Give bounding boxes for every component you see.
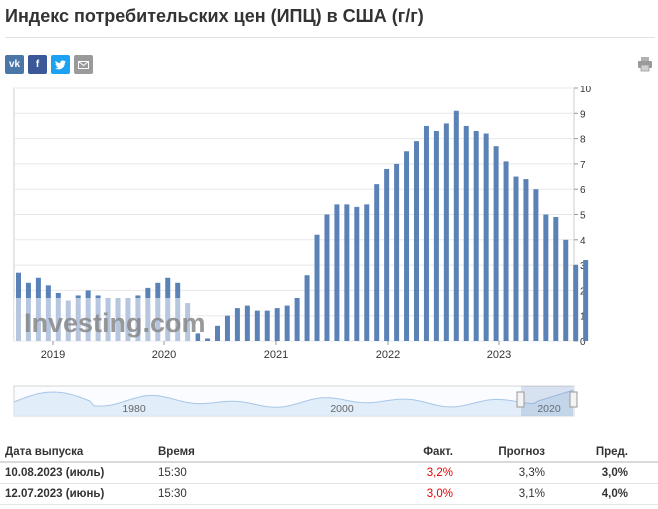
bar	[195, 333, 201, 341]
header-previous: Пред.	[595, 445, 628, 458]
bar	[354, 206, 360, 341]
navigator-selection	[521, 386, 573, 416]
bar	[414, 141, 419, 341]
release-table: Дата выпуска Время Факт. Прогноз Пред. 1…	[0, 442, 658, 505]
row-date: 12.07.2023 (июнь)	[5, 488, 105, 500]
bar	[523, 179, 529, 341]
vk-icon: vk	[8, 59, 21, 70]
bar	[284, 305, 290, 341]
navigator-handle-left[interactable]	[516, 391, 525, 408]
bar	[443, 123, 449, 341]
bar	[463, 125, 469, 341]
y-tick-label: 9	[580, 109, 586, 120]
chart-canvas: 0 1 2 3 4 5 6 7 8 9 10 Investing.com 2019 2020 2021 202…	[13, 86, 592, 417]
bar	[513, 176, 519, 341]
row-previous: 3,0%	[601, 467, 628, 479]
y-tick-label: 2	[580, 286, 586, 297]
bar	[374, 184, 380, 341]
y-tick-label: 6	[580, 185, 586, 196]
printer-icon[interactable]	[638, 56, 652, 72]
header-time: Время	[158, 445, 195, 458]
row-actual: 3,2%	[426, 467, 453, 479]
watermark-backdrop	[14, 298, 196, 341]
y-tick-label: 10	[580, 86, 592, 95]
y-tick-label: 5	[580, 211, 586, 222]
table-row: 10.08.2023 (июль) 15:30 3,2% 3,3% 3,0%	[0, 463, 658, 484]
bar	[394, 163, 400, 341]
bar	[503, 161, 509, 341]
navigator-label: 2020	[537, 403, 561, 415]
twitter-button[interactable]	[51, 55, 70, 74]
x-tick-label: 2023	[487, 349, 511, 361]
row-previous: 4,0%	[601, 488, 628, 500]
header-forecast: Прогноз	[498, 445, 545, 458]
bar	[254, 310, 260, 341]
bar	[433, 131, 439, 341]
y-tick-label: 7	[580, 160, 586, 171]
navigator-label: 2000	[330, 403, 354, 415]
x-tick-label: 2022	[376, 349, 400, 361]
bar	[334, 204, 340, 341]
table-header: Дата выпуска Время Факт. Прогноз Пред.	[0, 442, 658, 463]
y-tick-label: 8	[580, 135, 586, 146]
bar	[493, 146, 499, 341]
facebook-icon: f	[35, 59, 40, 70]
email-icon	[78, 60, 89, 69]
y-tick-label: 0	[580, 337, 586, 348]
bar	[344, 204, 350, 341]
navigator-line	[13, 389, 575, 408]
bar	[573, 265, 579, 341]
bar	[215, 325, 220, 341]
page-title: Индекс потребительских цен (ИПЦ) в США (…	[5, 6, 424, 26]
bar	[473, 131, 479, 341]
row-forecast: 3,1%	[518, 488, 545, 500]
bar	[224, 315, 230, 341]
navigator-area	[14, 390, 574, 416]
bar	[314, 234, 320, 341]
bar	[324, 214, 330, 341]
bar	[483, 133, 489, 341]
email-button[interactable]	[74, 55, 93, 74]
x-tick-label: 2021	[264, 349, 288, 361]
x-tick-label: 2019	[41, 349, 65, 361]
header-date: Дата выпуска	[5, 445, 84, 458]
twitter-icon	[55, 59, 66, 69]
vk-button[interactable]: vk	[5, 55, 24, 74]
row-actual: 3,0%	[426, 488, 453, 500]
facebook-button[interactable]: f	[28, 55, 47, 74]
navigator-label: 1980	[122, 403, 146, 415]
bar	[533, 189, 539, 341]
bar	[294, 297, 300, 341]
row-date: 10.08.2023 (июль)	[5, 467, 105, 479]
bar	[264, 310, 270, 341]
bar	[364, 204, 370, 341]
y-tick-label: 1	[580, 312, 586, 323]
bar	[234, 308, 240, 341]
bar	[543, 214, 549, 341]
bar	[244, 305, 250, 341]
bar	[205, 338, 211, 341]
bar	[274, 308, 280, 341]
bar	[304, 275, 310, 341]
navigator-handle-right[interactable]	[569, 391, 578, 408]
bar	[583, 260, 589, 341]
row-forecast: 3,3%	[518, 467, 545, 479]
header-actual: Факт.	[423, 445, 453, 458]
y-tick-label: 4	[580, 236, 586, 247]
bar	[563, 239, 569, 341]
share-bar: vk f	[5, 55, 93, 74]
y-tick-label: 3	[580, 261, 586, 272]
bar	[553, 217, 559, 341]
watermark-logo: Investing.com	[24, 308, 206, 338]
title-divider	[5, 37, 655, 38]
bar	[453, 110, 459, 341]
bar	[423, 125, 429, 341]
row-time: 15:30	[158, 467, 187, 479]
x-tick-label: 2020	[152, 349, 176, 361]
table-row: 12.07.2023 (июнь) 15:30 3,0% 3,1% 4,0%	[0, 484, 658, 505]
row-time: 15:30	[158, 488, 187, 500]
cpi-chart: 0 1 2 3 4 5 6 7 8 9 10 Investing.com 2019 2020 2021 202…	[0, 86, 658, 426]
bar	[404, 151, 410, 341]
bar	[384, 168, 390, 341]
